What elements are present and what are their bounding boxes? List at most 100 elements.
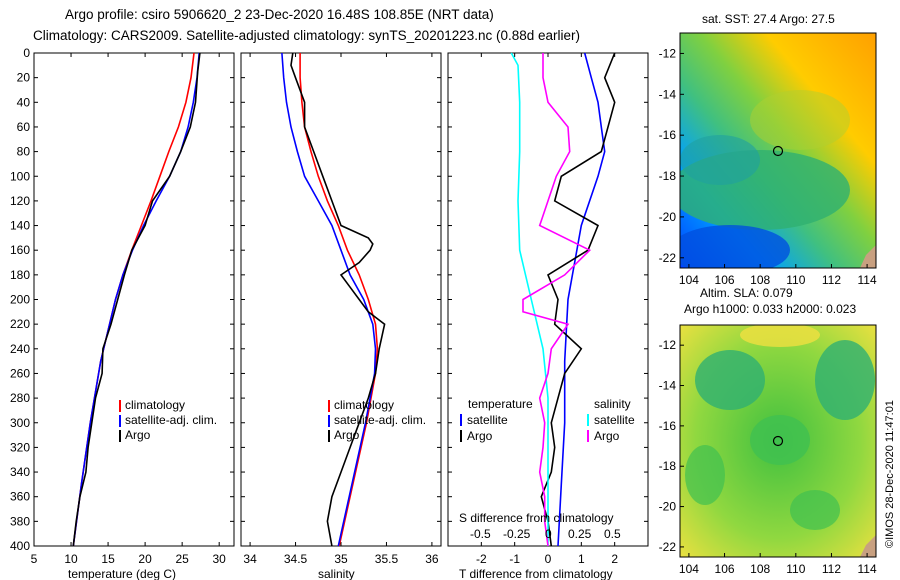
depth-tick-label: 200 — [10, 293, 30, 307]
x-tick-label: 34.5 — [284, 552, 308, 566]
legend-label-argo: Argo — [125, 428, 151, 442]
depth-tick-label: 140 — [10, 219, 30, 233]
map-lon-label: 110 — [786, 562, 805, 576]
depth-tick-label: 320 — [10, 440, 30, 454]
s-diff-tick: 0 — [545, 527, 552, 541]
series-line-t-argo — [540, 52, 616, 547]
series-line-argo — [290, 52, 386, 547]
depth-tick-label: 240 — [10, 342, 30, 356]
sst-map-axes: 104 106 108 110 112 114 -12 -14 -16 -18 -20 -22 — [659, 46, 877, 287]
map-lon-label: 112 — [822, 273, 841, 287]
series-line-climatology — [299, 53, 379, 547]
salinity-axis-label: salinity — [318, 567, 355, 580]
series-line-argo — [72, 52, 201, 547]
series-line-s-argo — [522, 53, 592, 547]
difference-plot: -2 -1 0 1 2 — [476, 52, 618, 566]
x-tick-label: 1 — [578, 552, 585, 566]
map-lat-label: -22 — [659, 251, 677, 265]
legend-title-salinity: salinity — [594, 397, 631, 411]
map-lon-label: 104 — [679, 562, 699, 576]
x-tick-label: 35 — [334, 552, 348, 566]
x-tick-label: 2 — [611, 552, 618, 566]
legend-label-climatology: climatology — [334, 398, 394, 412]
depth-tick-label: 340 — [10, 465, 30, 479]
sst-map-frame — [679, 32, 877, 269]
s-diff-tick: -0.5 — [470, 527, 491, 541]
map-lon-label: 106 — [715, 273, 735, 287]
depth-axis: 0 20 40 60 80 100 120 140 160 180 200 220 240 260 280 3… — [10, 46, 648, 553]
difference-salinity-legend: salinity satellite Argo — [587, 397, 635, 443]
legend-label-s-satellite: satellite — [594, 413, 635, 427]
t-difference-axis-label: T difference from climatology — [459, 567, 613, 580]
legend-label-t-satellite: satellite — [467, 413, 508, 427]
depth-tick-label: 280 — [10, 391, 30, 405]
x-tick-label: 0 — [545, 552, 552, 566]
map-lat-label: -18 — [659, 459, 677, 473]
map-lon-label: 104 — [679, 273, 699, 287]
s-diff-tick: -0.25 — [503, 527, 531, 541]
sla-map-frame — [679, 324, 877, 558]
s-diff-tick: 0.5 — [604, 527, 621, 541]
depth-tick-label: 360 — [10, 490, 30, 504]
depth-tick-label: 60 — [17, 120, 31, 134]
map-lat-label: -14 — [659, 87, 677, 101]
map-lat-label: -12 — [659, 46, 677, 60]
depth-tick-label: 380 — [10, 514, 30, 528]
series-line-t-satellite — [557, 52, 606, 547]
map-lat-label: -16 — [659, 128, 677, 142]
legend-label-s-argo: Argo — [594, 429, 620, 443]
sla-map-axes: 104 106 108 110 112 114 -12 -14 -16 -18 -20 -22 — [659, 338, 877, 576]
map-lon-label: 108 — [750, 562, 770, 576]
x-tick-label: 15 — [101, 552, 115, 566]
imos-timestamp: ©IMOS 28-Dec-2020 11:47:01 — [884, 400, 896, 548]
sla-argo-location-marker — [772, 435, 784, 447]
x-tick-label: -1 — [509, 552, 520, 566]
sla-map-title: Altim. SLA: 0.079 — [700, 286, 793, 300]
legend-label-t-argo: Argo — [467, 429, 493, 443]
x-tick-label: 35.5 — [375, 552, 399, 566]
map-lat-label: -20 — [659, 500, 677, 514]
sst-map-title: sat. SST: 27.4 Argo: 27.5 — [702, 12, 835, 26]
depth-tick-label: 160 — [10, 243, 30, 257]
x-tick-label: 34 — [243, 552, 257, 566]
temperature-axis-label: temperature (deg C) — [68, 567, 176, 580]
depth-tick-label: 80 — [17, 145, 31, 159]
difference-temperature-legend: temperature satellite Argo — [460, 397, 533, 443]
depth-tick-label: 20 — [17, 71, 31, 85]
depth-tick-label: 0 — [23, 46, 30, 60]
depth-tick-label: 260 — [10, 366, 30, 380]
title-line-2: Climatology: CARS2009. Satellite-adjuste… — [33, 28, 580, 43]
x-tick-label: 5 — [31, 552, 38, 566]
map-lat-label: -18 — [659, 169, 677, 183]
map-lon-label: 114 — [858, 562, 877, 576]
x-tick-label: -2 — [476, 552, 487, 566]
map-lon-label: 114 — [858, 273, 877, 287]
map-lon-label: 110 — [786, 273, 805, 287]
temperature-legend: climatology satellite-adj. clim. Argo — [119, 398, 217, 442]
x-tick-label: 25 — [175, 552, 189, 566]
salinity-plot: 34 34.5 35 35.5 36 — [243, 52, 439, 566]
sla-map-image — [680, 325, 876, 557]
series-line-satellite-adj-clim- — [72, 52, 200, 547]
sst-argo-location-marker — [772, 145, 784, 157]
depth-tick-label: 180 — [10, 268, 30, 282]
title-line-1: Argo profile: csiro 5906620_2 23-Dec-202… — [65, 7, 494, 22]
x-tick-label: 10 — [64, 552, 78, 566]
depth-tick-label: 400 — [10, 539, 30, 553]
legend-title-temperature: temperature — [468, 397, 533, 411]
legend-label-satellite: satellite-adj. clim. — [334, 413, 426, 427]
temperature-plot: 5 10 15 20 25 30 — [31, 52, 226, 566]
sla-map-subtitle: Argo h1000: 0.033 h2000: 0.023 — [684, 302, 856, 316]
x-tick-label: 36 — [425, 552, 439, 566]
temperature-panel-frame — [33, 52, 235, 547]
depth-tick-label: 40 — [17, 95, 31, 109]
s-difference-label: S difference from climatology — [459, 511, 614, 525]
s-diff-tick: 0.25 — [568, 527, 592, 541]
depth-tick-label: 120 — [10, 194, 30, 208]
series-line-climatology — [72, 52, 195, 547]
map-lon-label: 112 — [822, 562, 841, 576]
series-line-satellite-adj-clim- — [281, 52, 377, 547]
map-lon-label: 106 — [715, 562, 735, 576]
map-lat-label: -14 — [659, 379, 677, 393]
